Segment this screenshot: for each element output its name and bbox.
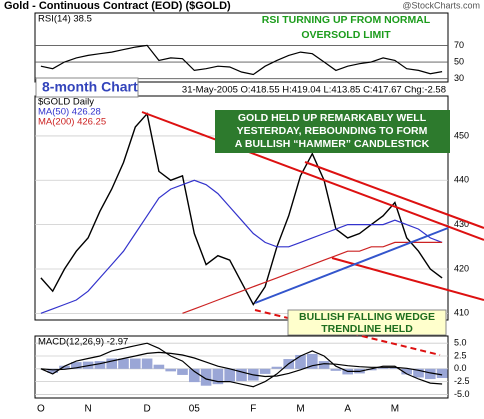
- histogram-bar: [59, 365, 70, 369]
- note-text: GOLD HELD UP REMARKABLY WELL: [238, 112, 427, 124]
- panel-frame: [34, 12, 449, 83]
- note-box: [287, 309, 447, 336]
- histogram-bar: [118, 358, 129, 369]
- period-box: [35, 77, 139, 98]
- date-line: 31-May-2005 O:418.55 H:419.04 L:413.85 C…: [182, 85, 446, 96]
- histogram-bar: [200, 368, 212, 386]
- legend-entry: $GOLD Daily: [38, 97, 94, 108]
- series-line: [182, 241, 443, 314]
- x-tick-label: 05: [189, 404, 201, 415]
- x-tick-label: M: [296, 404, 304, 415]
- note-text: A BULLISH “HAMMER” CANDLESTICK: [235, 138, 430, 150]
- histogram-bar: [165, 368, 177, 372]
- histogram-bar: [318, 361, 330, 369]
- histogram-bar: [436, 368, 448, 379]
- histogram-bar: [365, 368, 377, 371]
- note-text: YESTERDAY, REBOUNDING TO FORM: [237, 125, 428, 137]
- histogram-bar: [413, 368, 424, 378]
- x-tick-label: N: [84, 404, 91, 415]
- histogram-bar: [70, 362, 82, 369]
- note-text: OVERSOLD LIMIT: [301, 29, 391, 41]
- histogram-bar: [106, 358, 118, 369]
- histogram-bar: [259, 368, 271, 374]
- y-tick-label: 2.5: [454, 350, 467, 360]
- histogram-bar: [401, 368, 413, 375]
- histogram-bar: [236, 368, 247, 382]
- histogram-bar: [47, 368, 59, 373]
- y-tick-label: -2.5: [454, 376, 470, 386]
- rsi-note: RSI TURNING UP FROM NORMAL OVERSOLD LIMI…: [262, 14, 431, 41]
- x-tick-label: F: [250, 404, 256, 415]
- y-tick-label: 50: [454, 56, 464, 66]
- y-tick-label: 430: [454, 219, 469, 229]
- histogram-bar: [141, 358, 153, 369]
- x-tick-label: M: [391, 404, 399, 415]
- chart-title: Gold - Continuous Contract (EOD) ($GOLD): [4, 0, 231, 12]
- period-label: 8-month Chart: [42, 79, 138, 95]
- trendline: [141, 111, 484, 241]
- histogram-bar: [212, 368, 224, 385]
- histogram-bar: [94, 361, 106, 369]
- note-text: TRENDLINE HELD: [321, 323, 413, 335]
- x-tick-label: D: [143, 404, 150, 415]
- credit: @StockCharts.com: [402, 0, 480, 10]
- histogram-bar: [389, 367, 401, 369]
- histogram-bar: [177, 368, 188, 375]
- histogram-bar: [377, 367, 389, 369]
- y-tick-label: 440: [454, 175, 469, 185]
- histogram-bar: [271, 366, 283, 369]
- y-tick-label: 0.0: [454, 363, 467, 373]
- legend-entry: MA(200) 426.25: [38, 117, 106, 128]
- trendline: [304, 161, 484, 229]
- legend-entry: MACD(12,26,9) -2.97: [38, 337, 128, 348]
- y-tick-label: 410: [454, 308, 469, 318]
- histogram-bar: [295, 354, 306, 369]
- legend-entry: RSI(14) 38.5: [38, 14, 92, 25]
- note-box: [215, 110, 450, 153]
- histogram-bar: [188, 368, 200, 383]
- histogram-bar: [153, 364, 165, 369]
- series-line: [40, 112, 443, 306]
- y-tick-label: -5.0: [454, 389, 470, 399]
- series-line: [40, 179, 443, 314]
- histogram-bar: [129, 358, 141, 369]
- series-line: [40, 342, 443, 388]
- y-tick-label: 5.0: [454, 338, 467, 348]
- histogram-bar: [306, 353, 318, 369]
- series-line: [40, 44, 443, 76]
- x-tick-label: O: [37, 404, 45, 415]
- note-text: BULLISH FALLING WEDGE: [299, 311, 435, 323]
- y-tick-label: 70: [454, 40, 464, 50]
- y-tick-label: 30: [454, 73, 464, 83]
- note-text: RSI TURNING UP FROM NORMAL: [262, 14, 431, 26]
- series-line: [40, 351, 443, 378]
- y-tick-label: 420: [454, 263, 469, 273]
- y-tick-label: 450: [454, 130, 469, 140]
- histogram-bar: [424, 368, 436, 380]
- trendline: [254, 227, 449, 304]
- histogram-bar: [224, 368, 236, 382]
- x-tick-label: A: [344, 404, 351, 415]
- panels: 30 50 70 RSI(14) 38.5 410 420 430 440 450 31-May-…: [34, 12, 470, 415]
- histogram-bar: [330, 368, 342, 371]
- legend-entry: MA(50) 426.28: [38, 107, 101, 118]
- trendline: [331, 257, 484, 301]
